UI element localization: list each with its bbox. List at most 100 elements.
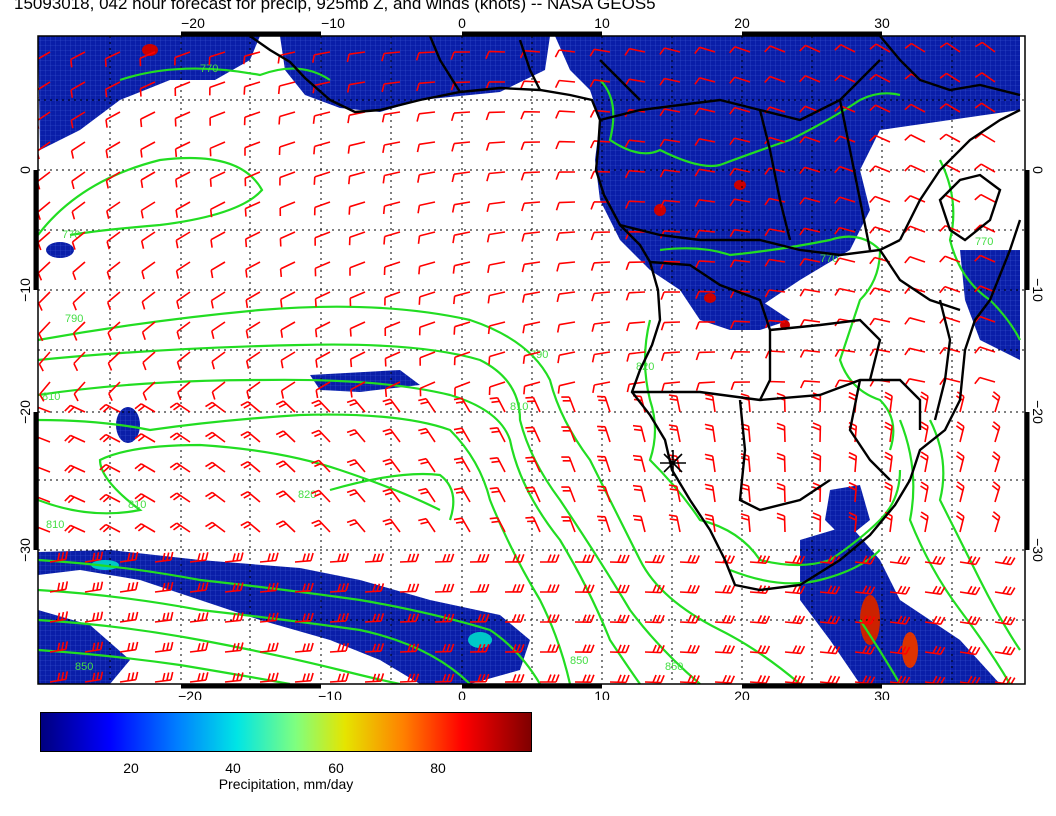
wind-barb xyxy=(469,673,490,683)
wind-barb xyxy=(175,231,191,249)
wind-barb xyxy=(854,585,876,595)
wind-barb xyxy=(504,554,525,563)
wind-barb xyxy=(660,291,681,300)
wind-barb xyxy=(348,201,366,215)
wind-barb xyxy=(939,255,961,263)
wind-barb xyxy=(574,614,595,623)
wind-barb xyxy=(315,351,331,368)
wind-barb xyxy=(38,526,51,533)
wind-barb xyxy=(812,422,822,443)
wind-barb xyxy=(974,193,996,203)
wind-barb xyxy=(555,201,576,211)
lon-tick-label: 30 xyxy=(874,688,890,700)
wind-barb xyxy=(555,171,576,180)
wind-barb xyxy=(799,44,821,53)
wind-barb xyxy=(660,351,681,362)
wind-barb xyxy=(382,201,401,215)
wind-barb xyxy=(140,171,156,189)
wind-barb xyxy=(205,401,226,413)
wind-barb xyxy=(625,261,646,271)
wind-barb xyxy=(107,321,121,341)
wind-barb xyxy=(384,351,401,367)
wind-barb xyxy=(244,231,261,248)
wind-barb xyxy=(904,195,926,203)
wind-barb xyxy=(955,511,965,533)
wind-barbs xyxy=(38,41,1016,684)
wind-barb xyxy=(347,141,366,154)
wind-barb xyxy=(275,460,296,473)
wind-barb xyxy=(224,612,244,623)
wind-barb xyxy=(240,490,261,503)
wind-barb xyxy=(991,511,1001,533)
wind-barb xyxy=(555,110,576,119)
wind-barb xyxy=(624,139,646,148)
wind-barb xyxy=(884,421,893,443)
wind-barb xyxy=(73,381,86,402)
wind-barb xyxy=(591,351,611,363)
wind-barb xyxy=(346,51,366,63)
wind-barb xyxy=(434,613,455,623)
lon-tick-label: −20 xyxy=(178,688,202,700)
wind-barb xyxy=(450,111,471,122)
wind-barb xyxy=(679,614,700,624)
wind-barb xyxy=(453,351,471,366)
wind-barb xyxy=(154,641,174,653)
wind-barb xyxy=(382,518,401,533)
wind-barb xyxy=(364,673,385,683)
contour-label: 850 xyxy=(665,661,683,673)
wind-barb xyxy=(311,429,331,443)
wind-barb xyxy=(626,351,646,362)
wind-barb xyxy=(347,111,366,124)
wind-barb xyxy=(487,261,506,274)
wind-barb xyxy=(904,42,926,53)
wind-barb xyxy=(49,551,69,563)
wind-barb xyxy=(955,481,965,503)
wind-barb xyxy=(209,111,226,126)
wind-barb xyxy=(574,554,595,563)
wind-barb xyxy=(134,463,156,473)
wind-barb xyxy=(312,51,331,63)
wind-barb xyxy=(175,201,191,218)
wind-barb xyxy=(99,463,121,473)
wind-barb xyxy=(730,350,751,360)
wind-barb xyxy=(451,171,471,183)
wind-barb xyxy=(959,585,981,596)
wind-barb xyxy=(889,555,911,565)
wind-barb xyxy=(312,111,331,124)
wind-barb xyxy=(644,674,665,684)
wind-barb xyxy=(834,165,856,174)
wind-barb xyxy=(661,381,681,392)
contour-label: 810 xyxy=(128,499,146,511)
wind-barb xyxy=(632,424,646,443)
contour-label: 810 xyxy=(46,519,64,531)
wind-barb xyxy=(540,584,560,593)
wind-barb xyxy=(84,611,104,623)
wind-barb xyxy=(175,171,191,188)
lat-tick-label: 0 xyxy=(17,166,33,174)
wind-barb xyxy=(729,137,751,146)
wind-barb xyxy=(106,291,121,311)
wind-barb xyxy=(176,321,191,340)
wind-barb xyxy=(889,675,911,684)
wind-barb xyxy=(415,51,436,61)
wind-barb xyxy=(590,231,611,241)
wind-barb xyxy=(597,485,611,503)
wind-barb xyxy=(561,486,576,503)
colorbar-label: Precipitation, mm/day xyxy=(218,776,354,792)
wind-barb xyxy=(49,611,69,623)
wind-barb xyxy=(139,111,156,128)
wind-barb xyxy=(991,451,1001,473)
wind-barb xyxy=(174,141,191,157)
wind-barb xyxy=(72,291,86,311)
wind-barb xyxy=(119,611,139,623)
wind-barb xyxy=(488,381,506,396)
wind-barb xyxy=(84,641,104,653)
wind-barb xyxy=(924,645,946,655)
wind-barb xyxy=(454,381,471,396)
wind-barb xyxy=(418,457,436,473)
wind-barb xyxy=(154,551,174,563)
wind-barb xyxy=(504,674,525,683)
wind-barb xyxy=(99,523,121,533)
wind-barb xyxy=(209,141,226,157)
wind-barb xyxy=(834,43,856,53)
